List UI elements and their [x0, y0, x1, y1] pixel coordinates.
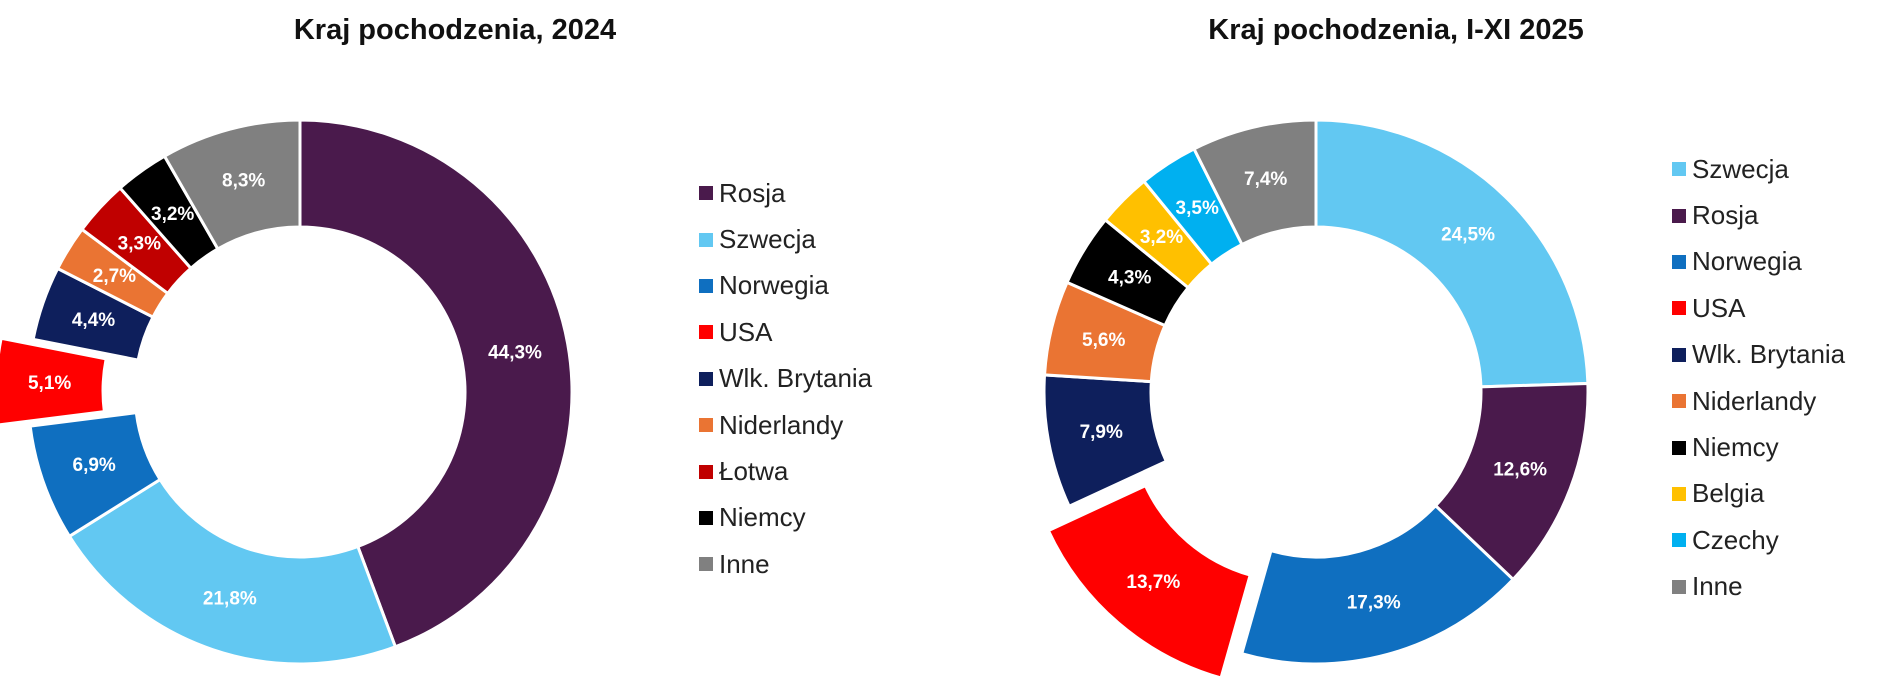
chart-title: Kraj pochodzenia, I-XI 2025 [1208, 14, 1584, 46]
data-label-usa: 13,7% [1126, 572, 1180, 593]
legend: Rosja Szwecja Norwegia USA Wlk. Brytania Nide… [699, 170, 872, 588]
legend-swatch [1672, 208, 1686, 223]
data-label-lotwa: 3,3% [118, 233, 161, 254]
legend-label: Rosja [719, 177, 786, 208]
legend-item-szwecja: Szwecja [699, 216, 872, 262]
legend-label: Norwegia [1692, 246, 1802, 277]
legend-label: Norwegia [719, 270, 829, 301]
data-label-wlk-brytania: 7,9% [1080, 422, 1123, 443]
legend-label: Wlk. Brytania [1692, 339, 1846, 370]
slice-inne [1192, 118, 1318, 247]
data-label-usa: 5,1% [28, 373, 71, 394]
chart-panel-2024: Kraj pochodzenia, 2024 44,3% 21,8% 6,9% 5,1… [0, 14, 872, 666]
slice-szwecja [1314, 118, 1590, 389]
data-label-norwegia: 17,3% [1347, 592, 1401, 613]
legend-label: Niemcy [1692, 432, 1779, 463]
legend-label: Szwecja [1692, 153, 1789, 184]
donut-chart-2024: 44,3% 21,8% 6,9% 5,1% 4,4% 2,7% 3,3% 3,2% 8,3% [0, 118, 574, 666]
slice-norwegia [28, 411, 163, 539]
legend-swatch [699, 278, 713, 293]
slice-norwegia [1239, 503, 1516, 666]
legend: Szwecja Rosja Norwegia USA Wlk. Brytania Nide… [1672, 146, 1845, 610]
legend-swatch [1672, 440, 1686, 455]
legend-label: USA [719, 316, 773, 347]
legend-item-niemcy: Niemcy [1672, 424, 1845, 470]
data-label-szwecja: 21,8% [203, 588, 257, 609]
data-label-niderlandy: 2,7% [93, 266, 136, 287]
legend-swatch [699, 510, 713, 525]
legend-label: Wlk. Brytania [719, 363, 873, 394]
legend-label: Niemcy [719, 502, 806, 533]
legend-item-usa: USA [699, 309, 872, 355]
chart-panel-2025: Kraj pochodzenia, I-XI 2025 24,5% 12,6% 17… [940, 0, 1880, 684]
legend-item-czechy: Czechy [1672, 517, 1845, 563]
slice-usa [1046, 483, 1253, 680]
legend-label: Czechy [1692, 524, 1779, 555]
data-label-rosja: 12,6% [1493, 459, 1547, 480]
legend-swatch [699, 557, 713, 572]
legend-swatch [699, 232, 713, 247]
legend-item-niemcy: Niemcy [699, 495, 872, 541]
data-label-wlk-brytania: 4,4% [72, 310, 115, 331]
legend-item-rosja: Rosja [1672, 192, 1845, 238]
legend-label: Niderlandy [719, 409, 844, 440]
slice-usa [0, 336, 108, 427]
legend-item-wlk-brytania: Wlk. Brytania [699, 356, 872, 402]
legend-swatch [699, 371, 713, 386]
data-label-inne: 8,3% [222, 170, 265, 191]
legend-label: Rosja [1692, 200, 1759, 231]
legend-label: Niderlandy [1692, 385, 1817, 416]
data-label-rosja: 44,3% [488, 343, 542, 364]
data-label-niemcy: 3,2% [151, 204, 194, 225]
slice-szwecja [67, 477, 398, 666]
slice-inne [162, 118, 302, 251]
legend-item-lotwa: Łotwa [699, 448, 872, 494]
legend-label: Inne [1692, 571, 1743, 602]
legend-swatch [699, 325, 713, 340]
legend-item-belgia: Belgia [1672, 471, 1845, 517]
donut-chart-2025: 24,5% 12,6% 17,3% 13,7% 7,9% 5,6% 4,3% 3,2% 3,5%… [1042, 118, 1590, 680]
chart-title: Kraj pochodzenia, 2024 [293, 14, 617, 46]
legend-item-inne: Inne [699, 541, 872, 587]
data-label-norwegia: 6,9% [73, 455, 116, 476]
legend-swatch [1672, 162, 1686, 177]
legend-item-niderlandy: Niderlandy [1672, 378, 1845, 424]
slice-rosja [298, 118, 574, 649]
legend-swatch [1672, 347, 1686, 362]
legend-item-wlk-brytania: Wlk. Brytania [1672, 332, 1845, 378]
legend-swatch [1672, 394, 1686, 409]
data-label-niderlandy: 5,6% [1082, 330, 1125, 351]
legend-swatch [1672, 533, 1686, 548]
legend-swatch [699, 186, 713, 201]
legend-label: USA [1692, 292, 1746, 323]
legend-label: Szwecja [719, 224, 816, 255]
legend-label: Inne [719, 548, 770, 579]
legend-item-niderlandy: Niderlandy [699, 402, 872, 448]
legend-swatch [699, 418, 713, 433]
legend-swatch [699, 464, 713, 479]
legend-item-usa: USA [1672, 285, 1845, 331]
data-label-czechy: 3,5% [1176, 198, 1219, 219]
data-label-inne: 7,4% [1244, 169, 1287, 190]
legend-item-inne: Inne [1672, 564, 1845, 610]
data-label-niemcy: 4,3% [1108, 267, 1151, 288]
legend-label: Belgia [1692, 478, 1765, 509]
legend-item-rosja: Rosja [699, 170, 872, 216]
legend-swatch [1672, 579, 1686, 594]
legend-swatch [1672, 254, 1686, 269]
data-label-szwecja: 24,5% [1441, 225, 1495, 246]
legend-item-szwecja: Szwecja [1672, 146, 1845, 192]
data-label-belgia: 3,2% [1140, 227, 1183, 248]
legend-label: Łotwa [719, 456, 789, 487]
legend-item-norwegia: Norwegia [699, 263, 872, 309]
legend-item-norwegia: Norwegia [1672, 239, 1845, 285]
legend-swatch [1672, 486, 1686, 501]
legend-swatch [1672, 301, 1686, 316]
